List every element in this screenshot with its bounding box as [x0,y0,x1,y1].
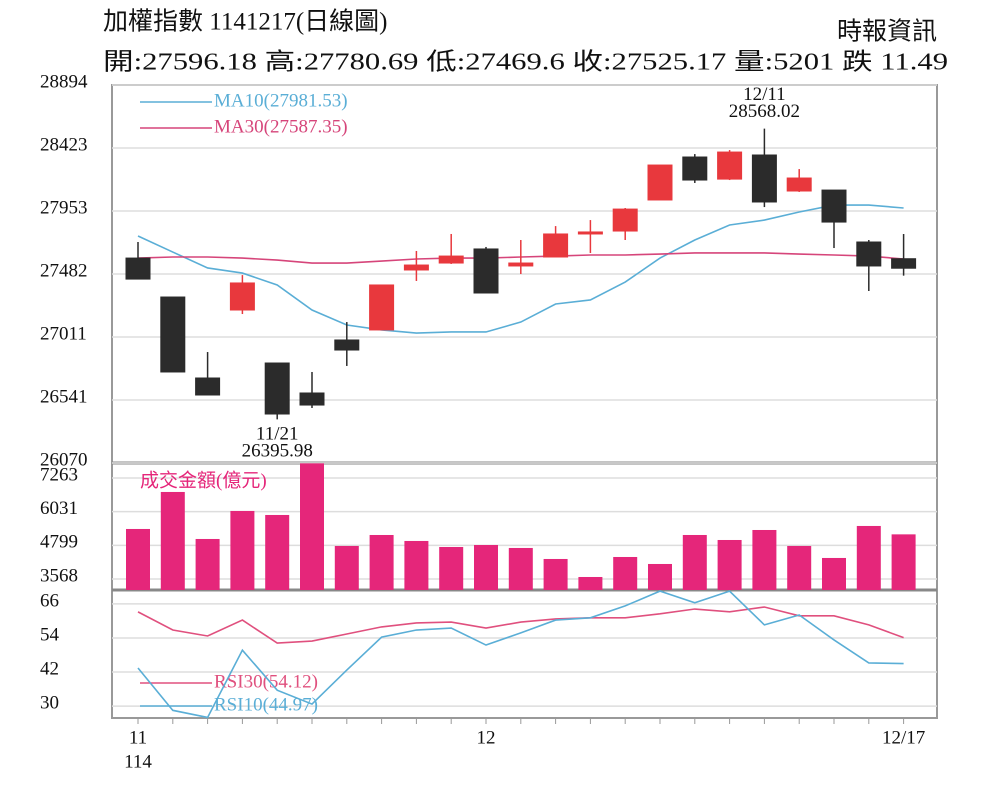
candle-body [229,282,255,311]
candle-body [125,257,151,280]
source: 時報資訊 [837,18,937,46]
candle-body [543,233,569,258]
series-line [137,606,904,644]
candle-body [891,258,917,269]
bar [508,547,533,590]
candle-body [334,339,360,351]
y-tick-label: 3568 [40,565,78,586]
y-tick-label: 28894 [40,71,88,92]
bar [300,463,324,590]
candle-body [647,164,673,201]
candle-body [438,255,464,264]
bar [856,525,881,590]
candle-body [369,284,395,331]
annotation: 26395.98 [242,441,313,462]
bar [787,545,812,590]
candle-body [577,231,603,235]
candle-body [403,264,429,271]
x-tick-label: 12 [477,727,496,748]
y-tick-label: 54 [40,624,60,645]
candle-body [264,362,290,415]
candle-body [821,189,847,223]
candle-body [473,248,499,294]
candle-body [751,154,777,203]
bar [578,576,603,590]
candle-body [856,241,882,267]
bar [334,545,359,590]
y-tick-label: 42 [40,658,59,679]
bar [822,557,846,590]
y-tick-label: 26541 [40,386,88,407]
bar [195,538,220,590]
bar [474,544,498,590]
y-tick-label: 27953 [40,197,88,218]
bar [230,510,255,590]
bar [717,539,742,590]
bar [682,534,707,590]
bar [752,529,777,590]
bar [404,540,429,590]
candle-body [195,377,221,396]
candle-body [508,262,534,267]
bar [126,528,150,590]
legend-label: MA10(27981.53) [214,90,348,111]
legend-label: MA30(27587.35) [214,116,348,137]
x-tick-label: 12/17 [882,727,925,748]
annotation: 11/21 [256,424,299,445]
bar [369,534,394,590]
candle-body [160,296,186,373]
y-tick-label: 27482 [40,260,88,281]
bar [543,558,568,590]
bar [439,546,464,590]
legend-label: RSI10(44.97) [214,694,318,715]
y-tick-label: 6031 [40,498,78,519]
candle-body [717,151,743,180]
bar [160,491,185,590]
bar [613,556,638,590]
candle-body [612,208,638,232]
series-line [137,590,904,719]
bar [265,514,290,590]
chart-title: 加權指數 1141217(日線圖) [103,8,387,36]
y-tick-label: 26070 [40,449,88,470]
series-line [137,204,904,334]
y-tick-label: 4799 [40,532,78,553]
y-tick-label: 28423 [40,134,88,155]
candle-body [786,177,812,192]
y-tick-label: 66 [40,590,59,611]
ohlc-summary: 開:27596.18 高:27780.69 低:27469.6 收:27525.… [103,49,948,76]
legend-label: 成交金額(億元) [140,469,267,491]
annotation: 12/11 [743,84,786,105]
y-tick-label: 7263 [40,464,78,485]
x-tick-label: 11 [129,727,147,748]
bar [648,563,672,590]
candle-body [682,156,708,181]
legend-label: RSI30(54.12) [214,671,318,692]
annotation: 28568.02 [729,101,800,122]
bar [891,534,916,590]
candle-body [299,392,325,406]
x-sublabel: 114 [124,751,152,772]
y-tick-label: 27011 [40,323,87,344]
y-tick-label: 30 [40,692,59,713]
